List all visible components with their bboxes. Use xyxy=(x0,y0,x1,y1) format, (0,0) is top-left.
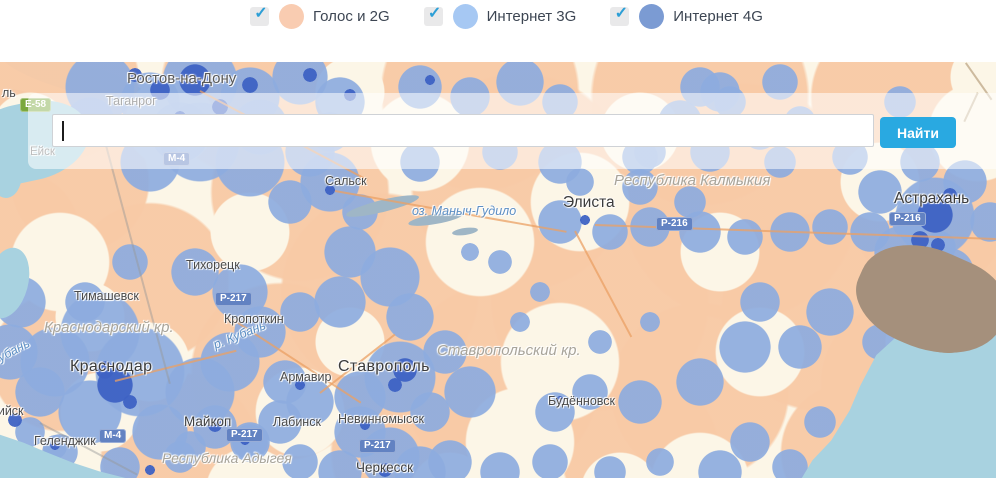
city-label: Сальск xyxy=(325,174,367,188)
coverage-swatch-2g xyxy=(279,4,304,29)
header: ✓ Голос и 2G ✓ Интернет 3G ✓ Интернет 4G xyxy=(0,0,996,62)
city-label: Тимашевск xyxy=(74,289,139,303)
region-label: Ставропольский кр. xyxy=(437,342,581,359)
search-input[interactable] xyxy=(52,114,874,147)
city-label: Новороссийск xyxy=(0,404,24,418)
road-sign: Р-217 xyxy=(226,428,263,442)
city-label: Краснодар xyxy=(70,358,153,375)
city-label: Лабинск xyxy=(273,415,321,429)
road-sign: Р-217 xyxy=(359,439,396,453)
checkbox-2g[interactable]: ✓ xyxy=(250,5,269,26)
legend-item-2g[interactable]: ✓ Голос и 2G xyxy=(250,4,390,29)
water-label: оз. Маныч-Гудило xyxy=(412,204,517,218)
road-sign: Р-217 xyxy=(215,292,252,306)
city-label: Ростов-на-Дону xyxy=(127,70,237,87)
coverage-swatch-3g xyxy=(452,4,478,29)
city-label: Армавир xyxy=(280,370,332,384)
city-label: ль xyxy=(2,86,16,100)
check-icon: ✓ xyxy=(254,5,268,22)
city-label: Геленджик xyxy=(34,434,96,448)
check-icon: ✓ xyxy=(427,5,442,22)
sea-taganrog-bay xyxy=(0,150,22,198)
city-label: Будённовск xyxy=(548,394,615,408)
region-label: Республика Калмыкия xyxy=(614,172,771,189)
road-sign: Р-216 xyxy=(889,212,926,226)
legend: ✓ Голос и 2G ✓ Интернет 3G ✓ Интернет 4G xyxy=(250,4,763,29)
city-label: Астрахань xyxy=(894,190,970,207)
city-label: Кропоткин xyxy=(224,312,284,326)
road-sign: М-4 xyxy=(99,429,127,443)
road-sign: Р-216 xyxy=(656,217,693,231)
city-label: Ставрополь xyxy=(338,358,430,375)
city-label: Элиста xyxy=(563,194,615,211)
legend-item-4g[interactable]: ✓ Интернет 4G xyxy=(610,4,763,29)
legend-item-3g[interactable]: ✓ Интернет 3G xyxy=(423,4,577,29)
coverage-swatch-4g xyxy=(639,4,665,29)
checkbox-3g[interactable]: ✓ xyxy=(423,5,443,26)
region-label: Республика Адыгея xyxy=(162,450,292,466)
check-icon: ✓ xyxy=(614,5,628,22)
region-label: Краснодарский кр. xyxy=(44,319,174,336)
search-button[interactable]: Найти xyxy=(880,117,956,148)
text-caret xyxy=(62,121,64,141)
legend-label: Интернет 4G xyxy=(673,8,763,25)
city-label: Тихорецк xyxy=(186,258,240,272)
city-label: Черкесск xyxy=(356,460,413,475)
checkbox-4g[interactable]: ✓ xyxy=(610,5,630,26)
legend-label: Интернет 3G xyxy=(486,8,577,25)
city-label: Майкоп xyxy=(184,414,232,429)
legend-label: Голос и 2G xyxy=(313,8,390,25)
city-label: Невинномысск xyxy=(338,412,424,426)
